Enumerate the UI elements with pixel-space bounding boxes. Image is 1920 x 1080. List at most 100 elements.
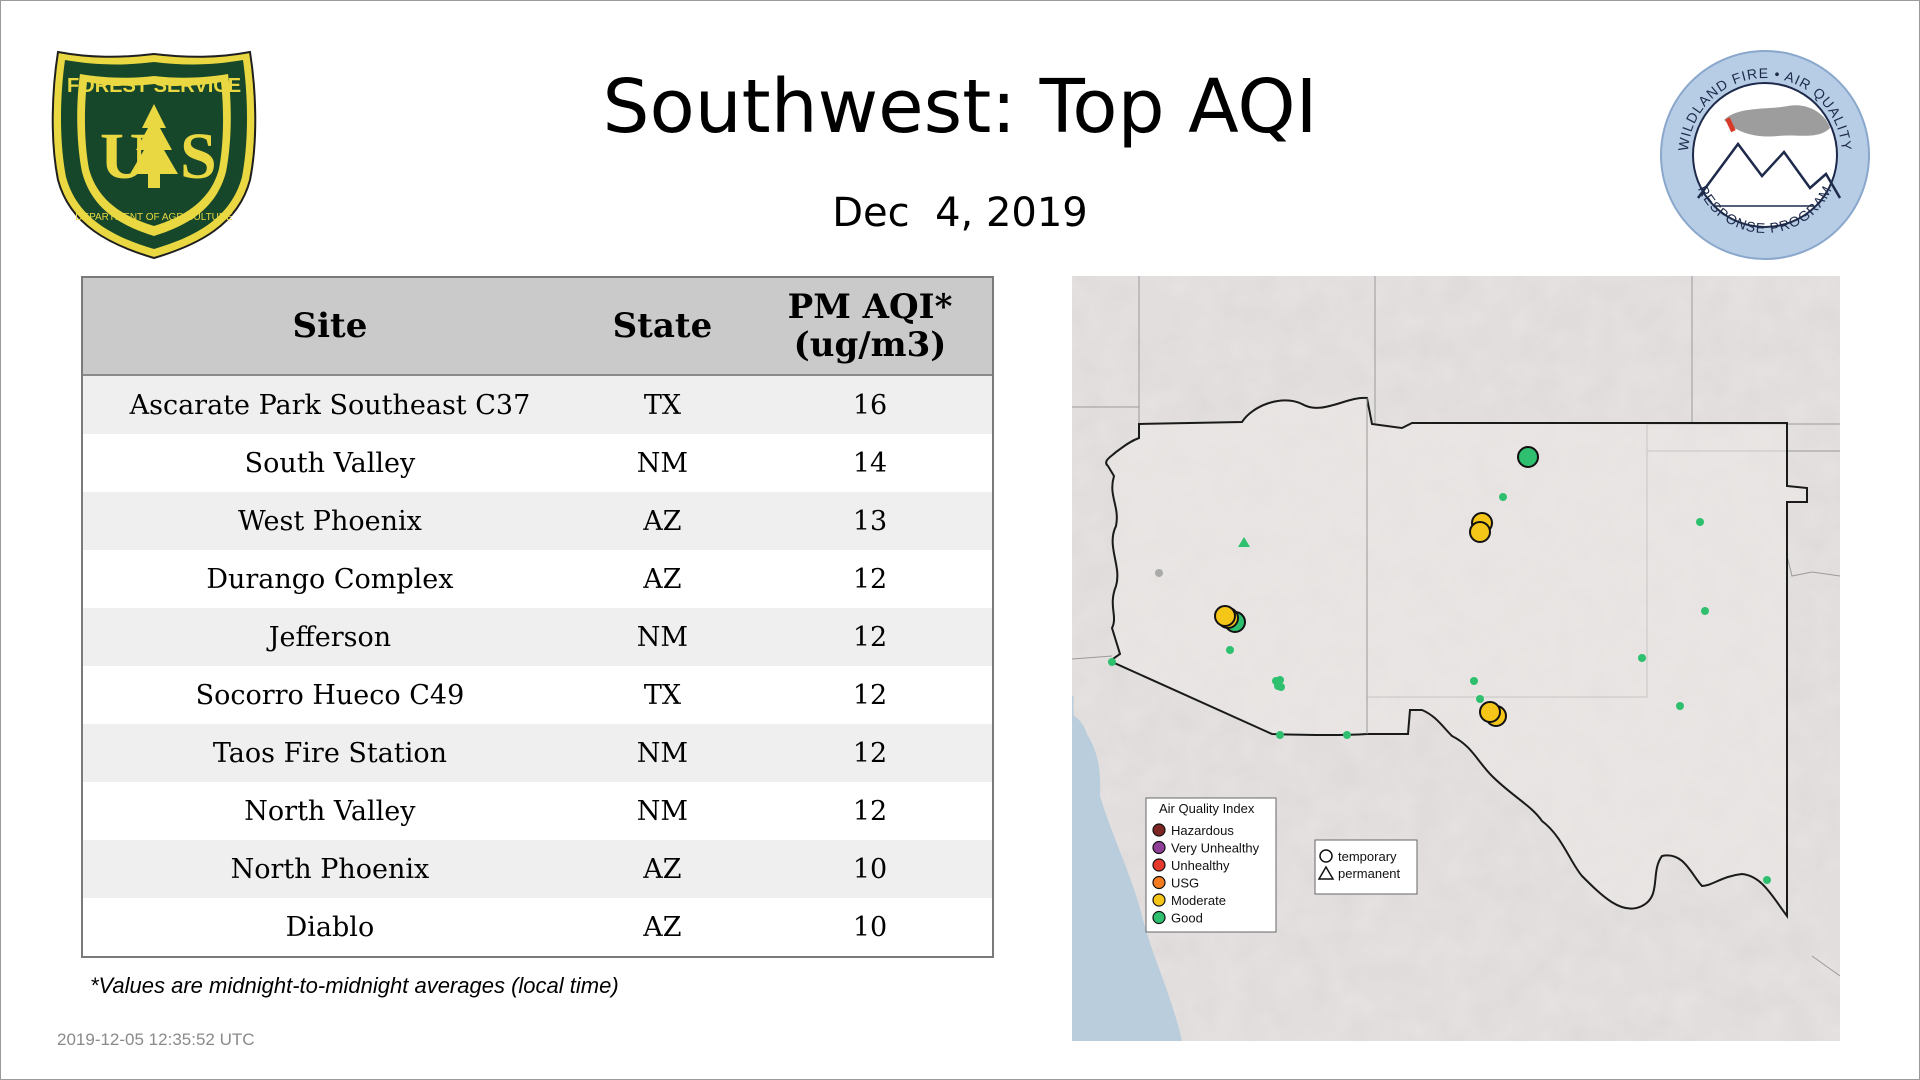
legend-swatch	[1152, 875, 1166, 890]
column-header-aqi: PM AQI* (ug/m3)	[748, 278, 992, 376]
legend-temporary: temporary	[1338, 849, 1397, 864]
aqi-cell: 12	[748, 608, 992, 666]
site-marker-moderate	[1479, 701, 1501, 723]
table-row: South Valley NM 14	[83, 434, 992, 492]
site-cell: North Valley	[83, 782, 577, 840]
site-marker	[1277, 683, 1285, 691]
state-cell: NM	[576, 724, 749, 782]
site-markers-small	[1108, 493, 1771, 884]
site-cell: North Phoenix	[83, 840, 577, 898]
aqi-cell: 10	[748, 840, 992, 898]
aqi-cell: 12	[748, 550, 992, 608]
shape-legend: temporary permanent	[1314, 839, 1418, 895]
table-row: Jefferson NM 12	[83, 608, 992, 666]
state-cell: TX	[576, 375, 749, 434]
site-marker	[1638, 654, 1646, 662]
site-cell: Taos Fire Station	[83, 724, 577, 782]
legend-label: Good	[1171, 911, 1203, 926]
svg-text:DEPARTMENT OF AGRICULTURE: DEPARTMENT OF AGRICULTURE	[75, 212, 233, 223]
state-cell: AZ	[576, 550, 749, 608]
table-row: North Valley NM 12	[83, 782, 992, 840]
state-cell: AZ	[576, 492, 749, 550]
table-row: Taos Fire Station NM 12	[83, 724, 992, 782]
site-marker	[1343, 731, 1351, 739]
legend-swatch	[1152, 858, 1166, 872]
site-marker	[1696, 518, 1704, 526]
legend-label: Hazardous	[1171, 823, 1234, 838]
site-marker	[1108, 658, 1116, 666]
site-cell: Jefferson	[83, 608, 577, 666]
svg-text:FOREST SERVICE: FOREST SERVICE	[67, 75, 241, 97]
southwest-region-outline	[1105, 396, 1808, 920]
aqi-cell: 13	[748, 492, 992, 550]
column-header-aqi-line2: (ug/m3)	[793, 325, 947, 365]
site-marker	[1763, 876, 1771, 884]
site-cell: Durango Complex	[83, 550, 577, 608]
site-cell: South Valley	[83, 434, 577, 492]
table-row: Ascarate Park Southeast C37 TX 16	[83, 375, 992, 434]
site-marker-no-data	[1155, 569, 1163, 577]
site-marker-moderate	[1214, 605, 1236, 627]
site-marker	[1499, 493, 1507, 501]
aqi-cell: 12	[748, 666, 992, 724]
report-date: Dec 4, 2019	[832, 190, 1088, 236]
site-marker	[1476, 695, 1484, 703]
aqi-legend: Air Quality Index Hazardous Very Unhealth…	[1145, 797, 1277, 933]
aqi-cell: 12	[748, 782, 992, 840]
site-marker	[1276, 731, 1284, 739]
site-cell: Ascarate Park Southeast C37	[83, 375, 577, 434]
triangle-icon	[1317, 865, 1335, 880]
table-row: West Phoenix AZ 13	[83, 492, 992, 550]
column-header-site: Site	[83, 278, 577, 376]
site-cell: Socorro Hueco C49	[83, 666, 577, 724]
table-row: North Phoenix AZ 10	[83, 840, 992, 898]
aqi-cell: 16	[748, 375, 992, 434]
table-row: Diablo AZ 10	[83, 898, 992, 956]
column-header-state: State	[576, 278, 749, 376]
site-marker	[1676, 702, 1684, 710]
legend-title: Air Quality Index	[1159, 801, 1255, 816]
site-marker-moderate	[1469, 521, 1491, 543]
footnote: *Values are midnight-to-midnight average…	[90, 973, 619, 998]
legend-label: Moderate	[1171, 893, 1226, 908]
circle-icon	[1319, 849, 1333, 863]
state-cell: NM	[576, 434, 749, 492]
state-cell: NM	[576, 782, 749, 840]
state-cell: NM	[576, 608, 749, 666]
state-cell: AZ	[576, 898, 749, 956]
legend-swatch	[1152, 893, 1166, 907]
permanent-site-marker	[1238, 537, 1250, 547]
page-title: Southwest: Top AQI	[602, 64, 1318, 150]
site-marker-good	[1517, 446, 1539, 468]
svg-text:S: S	[180, 120, 217, 193]
legend-label: Very Unhealthy	[1171, 841, 1260, 856]
table-row: Durango Complex AZ 12	[83, 550, 992, 608]
legend-permanent: permanent	[1338, 866, 1401, 881]
aqi-cell: 10	[748, 898, 992, 956]
aqi-cell: 12	[748, 724, 992, 782]
legend-label: Unhealthy	[1171, 858, 1230, 873]
site-cell: West Phoenix	[83, 492, 577, 550]
gulf-of-california	[1072, 716, 1182, 1041]
forest-service-shield-logo: FOREST SERVICE U S DEPARTMENT OF AGRICUL…	[51, 50, 257, 260]
site-marker	[1276, 676, 1284, 684]
legend-swatch	[1152, 840, 1166, 855]
legend-swatch	[1152, 823, 1166, 837]
aqi-cell: 14	[748, 434, 992, 492]
table-header-row: Site State PM AQI* (ug/m3)	[83, 278, 992, 376]
site-marker	[1701, 607, 1709, 615]
site-cell: Diablo	[83, 898, 577, 956]
column-header-aqi-line1: PM AQI*	[787, 287, 953, 327]
site-markers-large	[1214, 446, 1539, 727]
table-row: Socorro Hueco C49 TX 12	[83, 666, 992, 724]
state-cell: TX	[576, 666, 749, 724]
generated-timestamp: 2019-12-05 12:35:52 UTC	[57, 1030, 255, 1049]
southwest-aqi-map: Air Quality Index Hazardous Very Unhealth…	[1072, 276, 1840, 1041]
legend-label: USG	[1171, 876, 1199, 891]
svg-text:U: U	[100, 120, 148, 193]
site-marker	[1226, 646, 1234, 654]
top-aqi-table: Site State PM AQI* (ug/m3) Ascarate Park…	[81, 276, 994, 958]
legend-swatch	[1152, 910, 1166, 925]
wildland-fire-air-quality-logo: WILDLAND FIRE • AIR QUALITY RESPONSE PRO…	[1660, 50, 1870, 260]
site-marker	[1470, 677, 1478, 685]
